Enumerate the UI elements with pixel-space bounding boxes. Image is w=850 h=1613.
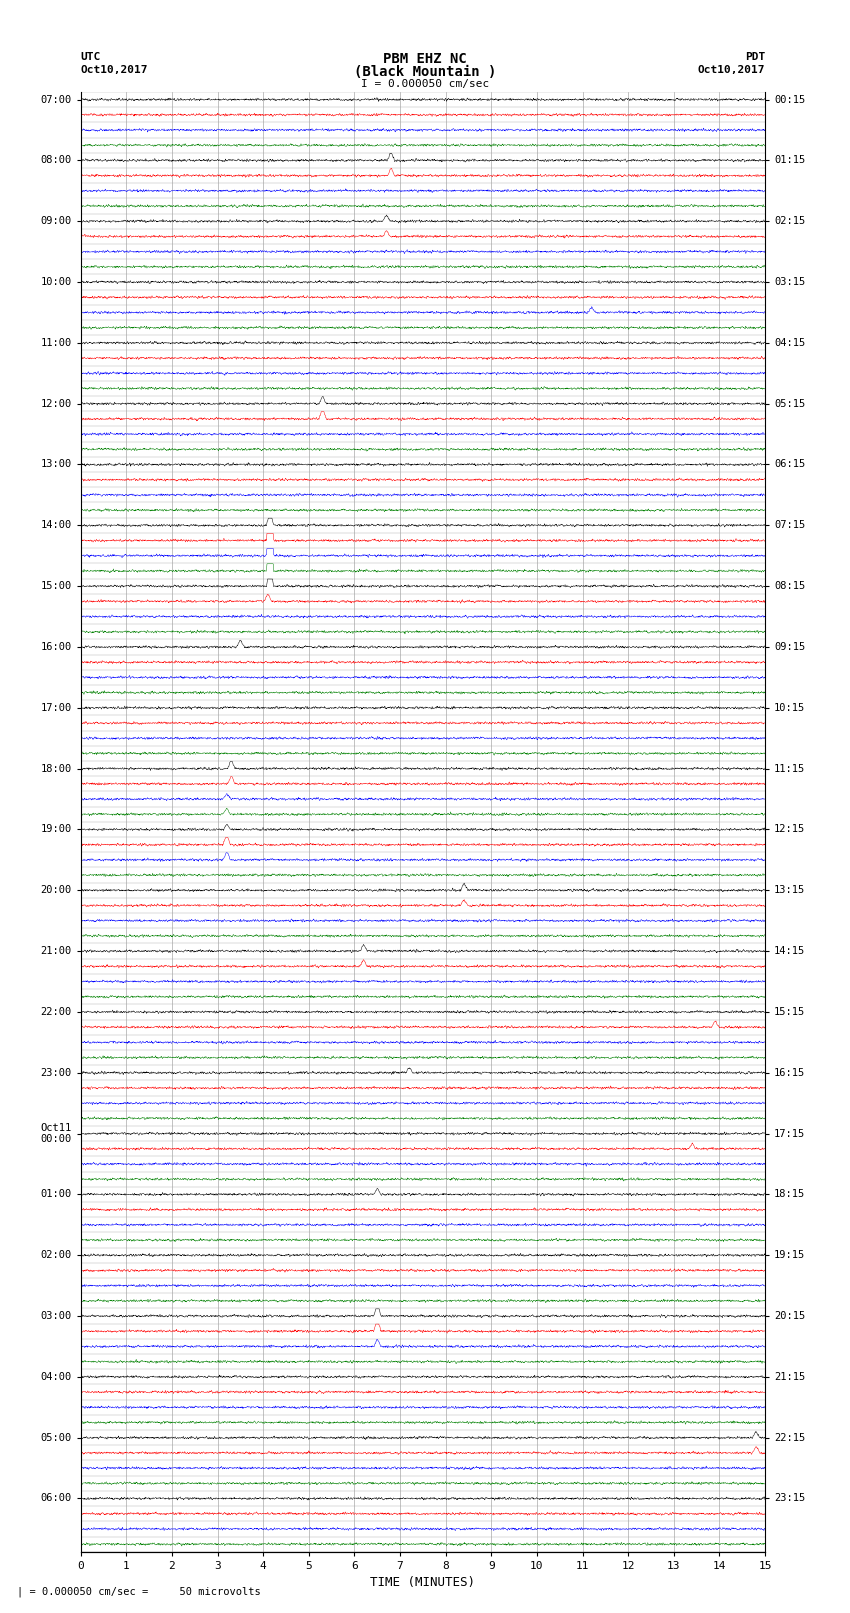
Text: I = 0.000050 cm/sec: I = 0.000050 cm/sec xyxy=(361,79,489,89)
Text: PDT: PDT xyxy=(745,52,765,61)
Text: PBM EHZ NC: PBM EHZ NC xyxy=(383,52,467,66)
Text: | = 0.000050 cm/sec =     50 microvolts: | = 0.000050 cm/sec = 50 microvolts xyxy=(17,1586,261,1597)
Text: (Black Mountain ): (Black Mountain ) xyxy=(354,65,496,79)
Text: Oct10,2017: Oct10,2017 xyxy=(698,65,765,74)
Text: UTC: UTC xyxy=(81,52,101,61)
Text: Oct10,2017: Oct10,2017 xyxy=(81,65,148,74)
X-axis label: TIME (MINUTES): TIME (MINUTES) xyxy=(371,1576,475,1589)
